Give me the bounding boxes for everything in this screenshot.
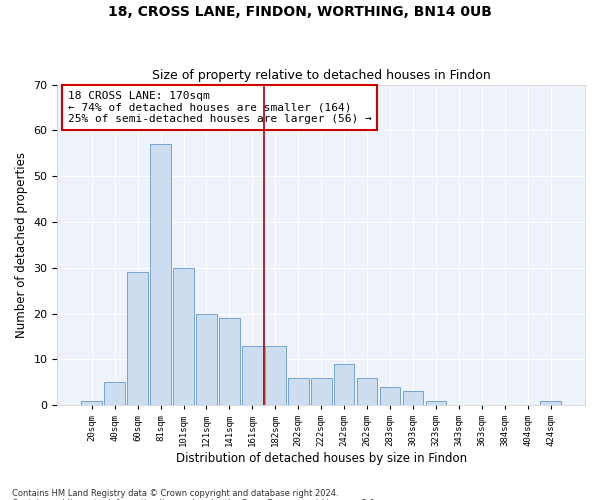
Text: 18, CROSS LANE, FINDON, WORTHING, BN14 0UB: 18, CROSS LANE, FINDON, WORTHING, BN14 0… <box>108 5 492 19</box>
Bar <box>173 268 194 405</box>
Bar <box>104 382 125 405</box>
X-axis label: Distribution of detached houses by size in Findon: Distribution of detached houses by size … <box>176 452 467 465</box>
Y-axis label: Number of detached properties: Number of detached properties <box>15 152 28 338</box>
Text: Contains HM Land Registry data © Crown copyright and database right 2024.: Contains HM Land Registry data © Crown c… <box>12 488 338 498</box>
Bar <box>334 364 355 405</box>
Bar <box>219 318 240 405</box>
Bar <box>288 378 308 405</box>
Bar <box>150 144 171 405</box>
Bar <box>82 400 102 405</box>
Bar <box>357 378 377 405</box>
Bar <box>265 346 286 405</box>
Text: Contains public sector information licensed under the Open Government Licence v3: Contains public sector information licen… <box>12 498 377 500</box>
Title: Size of property relative to detached houses in Findon: Size of property relative to detached ho… <box>152 69 491 82</box>
Bar <box>425 400 446 405</box>
Bar <box>541 400 561 405</box>
Text: 18 CROSS LANE: 170sqm
← 74% of detached houses are smaller (164)
25% of semi-det: 18 CROSS LANE: 170sqm ← 74% of detached … <box>68 91 372 124</box>
Bar <box>311 378 332 405</box>
Bar <box>403 392 424 405</box>
Bar <box>196 314 217 405</box>
Bar <box>127 272 148 405</box>
Bar <box>380 387 400 405</box>
Bar <box>242 346 263 405</box>
